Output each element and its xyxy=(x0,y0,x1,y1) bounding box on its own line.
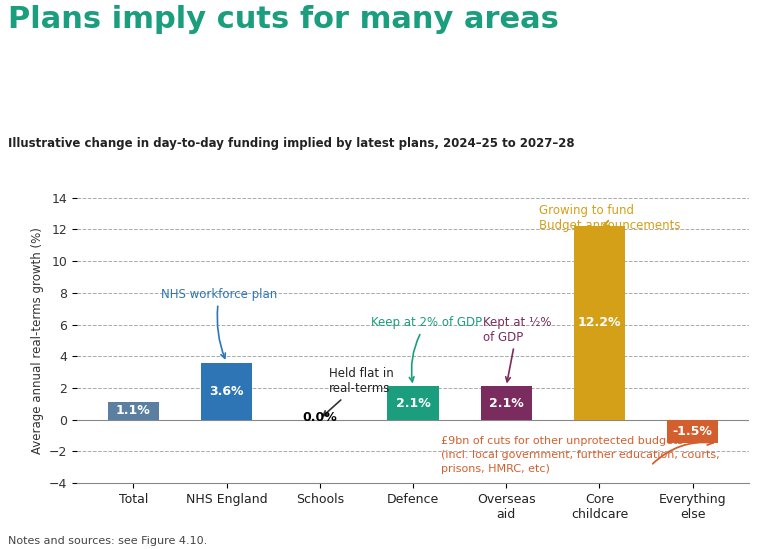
Text: 1.1%: 1.1% xyxy=(116,405,151,417)
Text: -1.5%: -1.5% xyxy=(672,425,713,438)
Bar xyxy=(388,386,438,419)
Text: 3.6%: 3.6% xyxy=(209,385,244,397)
Text: 2.1%: 2.1% xyxy=(395,396,431,410)
Text: £9bn of cuts for other unprotected budgets
(incl. local government, further educ: £9bn of cuts for other unprotected budge… xyxy=(441,435,720,474)
Bar xyxy=(108,402,159,419)
Text: 2.1%: 2.1% xyxy=(489,396,523,410)
Bar xyxy=(574,226,625,419)
Text: Growing to fund
Budget announcements: Growing to fund Budget announcements xyxy=(539,204,680,232)
Text: Notes and sources: see Figure 4.10.: Notes and sources: see Figure 4.10. xyxy=(8,536,207,546)
Text: 12.2%: 12.2% xyxy=(577,316,621,329)
Y-axis label: Average annual real-terms growth (%): Average annual real-terms growth (%) xyxy=(31,227,43,454)
Text: Keep at 2% of GDP: Keep at 2% of GDP xyxy=(371,316,482,382)
Text: NHS workforce plan: NHS workforce plan xyxy=(161,288,278,358)
Bar xyxy=(667,419,718,444)
Text: Held flat in
real-terms: Held flat in real-terms xyxy=(323,367,394,416)
Bar xyxy=(201,362,252,419)
Text: Kept at ½%
of GDP: Kept at ½% of GDP xyxy=(483,316,551,382)
Bar xyxy=(481,386,532,419)
Text: Illustrative change in day-to-day funding implied by latest plans, 2024–25 to 20: Illustrative change in day-to-day fundin… xyxy=(8,137,574,150)
Text: 0.0%: 0.0% xyxy=(303,411,337,424)
Text: Plans imply cuts for many areas: Plans imply cuts for many areas xyxy=(8,5,559,35)
